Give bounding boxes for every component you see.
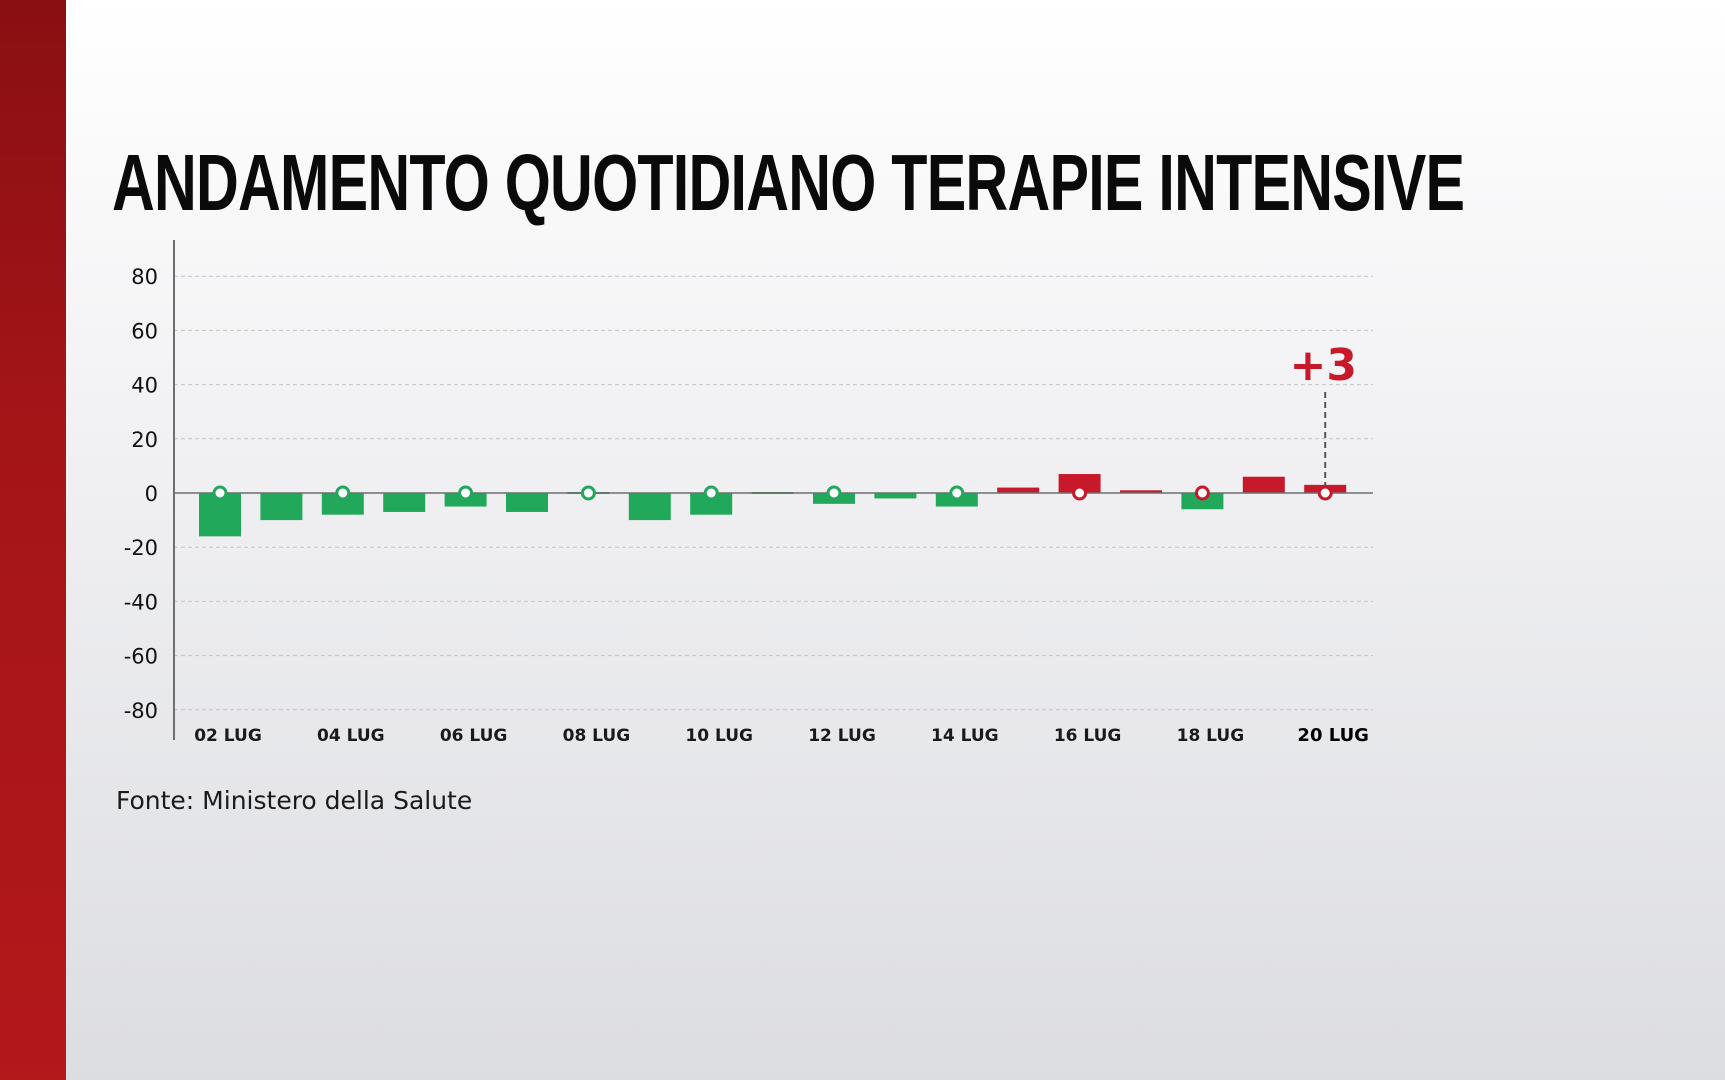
x-tick-label: 20 LUG <box>1297 725 1369 746</box>
chart-title: ANDAMENTO QUOTIDIANO TERAPIE INTENSIVE <box>112 138 1465 227</box>
x-tick-label: 04 LUG <box>317 726 385 746</box>
red-accent-band <box>0 0 66 1080</box>
bar-16-lug <box>1058 474 1101 493</box>
x-tick-label: 14 LUG <box>931 726 999 746</box>
x-tick-label: 10 LUG <box>685 726 753 746</box>
day-marker <box>580 485 596 501</box>
day-marker <box>1194 485 1210 501</box>
day-markers <box>212 485 1333 501</box>
bar-03-lug <box>260 493 303 521</box>
y-tick-label: 80 <box>131 265 158 289</box>
day-marker <box>1317 485 1333 501</box>
bar-07-lug <box>506 493 548 512</box>
day-marker <box>212 485 228 501</box>
y-tick-label: -20 <box>124 536 158 560</box>
bar-15-lug <box>997 487 1040 493</box>
bars <box>199 474 1347 537</box>
x-tick-label: 06 LUG <box>440 726 508 746</box>
day-marker <box>703 485 719 501</box>
bar-10-lug <box>690 493 733 515</box>
day-marker <box>1072 485 1088 501</box>
grid-lines <box>174 275 1373 711</box>
bar-17-lug <box>1120 490 1162 493</box>
bar-09-lug <box>628 493 671 521</box>
day-marker <box>335 485 351 501</box>
annotation-label: +3 <box>1289 340 1356 391</box>
y-tick-label: -40 <box>124 590 158 614</box>
day-marker <box>949 485 965 501</box>
day-marker <box>826 485 842 501</box>
annotation: +3 <box>1289 340 1357 485</box>
source-note: Fonte: Ministero della Salute <box>116 786 473 815</box>
x-tick-label: 02 LUG <box>194 726 262 746</box>
x-tick-label: 18 LUG <box>1177 726 1245 746</box>
bar-13-lug <box>874 493 917 499</box>
axes <box>173 240 1373 740</box>
y-tick-label: -60 <box>124 645 158 669</box>
x-tick-label: 08 LUG <box>563 726 631 746</box>
y-tick-label: 20 <box>131 428 158 452</box>
bar-04-lug <box>321 493 364 515</box>
y-tick-label: 0 <box>145 482 158 506</box>
day-marker <box>458 485 474 501</box>
y-tick-label: 60 <box>131 319 158 343</box>
bar-19-lug <box>1242 476 1285 493</box>
y-tick-label: -80 <box>124 699 158 723</box>
y-tick-label: 40 <box>131 374 158 398</box>
x-axis-tick-labels: 02 LUG 04 LUG 06 LUG 08 LUG 10 LUG 12 LUG 14 L… <box>194 725 1369 746</box>
y-axis-tick-labels: 80 60 40 20 0 -20 -40 -60 -80 <box>124 265 158 723</box>
x-tick-label: 16 LUG <box>1054 726 1122 746</box>
bar-18-lug <box>1181 493 1224 510</box>
x-tick-label: 12 LUG <box>808 726 876 746</box>
bar-05-lug <box>383 493 426 512</box>
